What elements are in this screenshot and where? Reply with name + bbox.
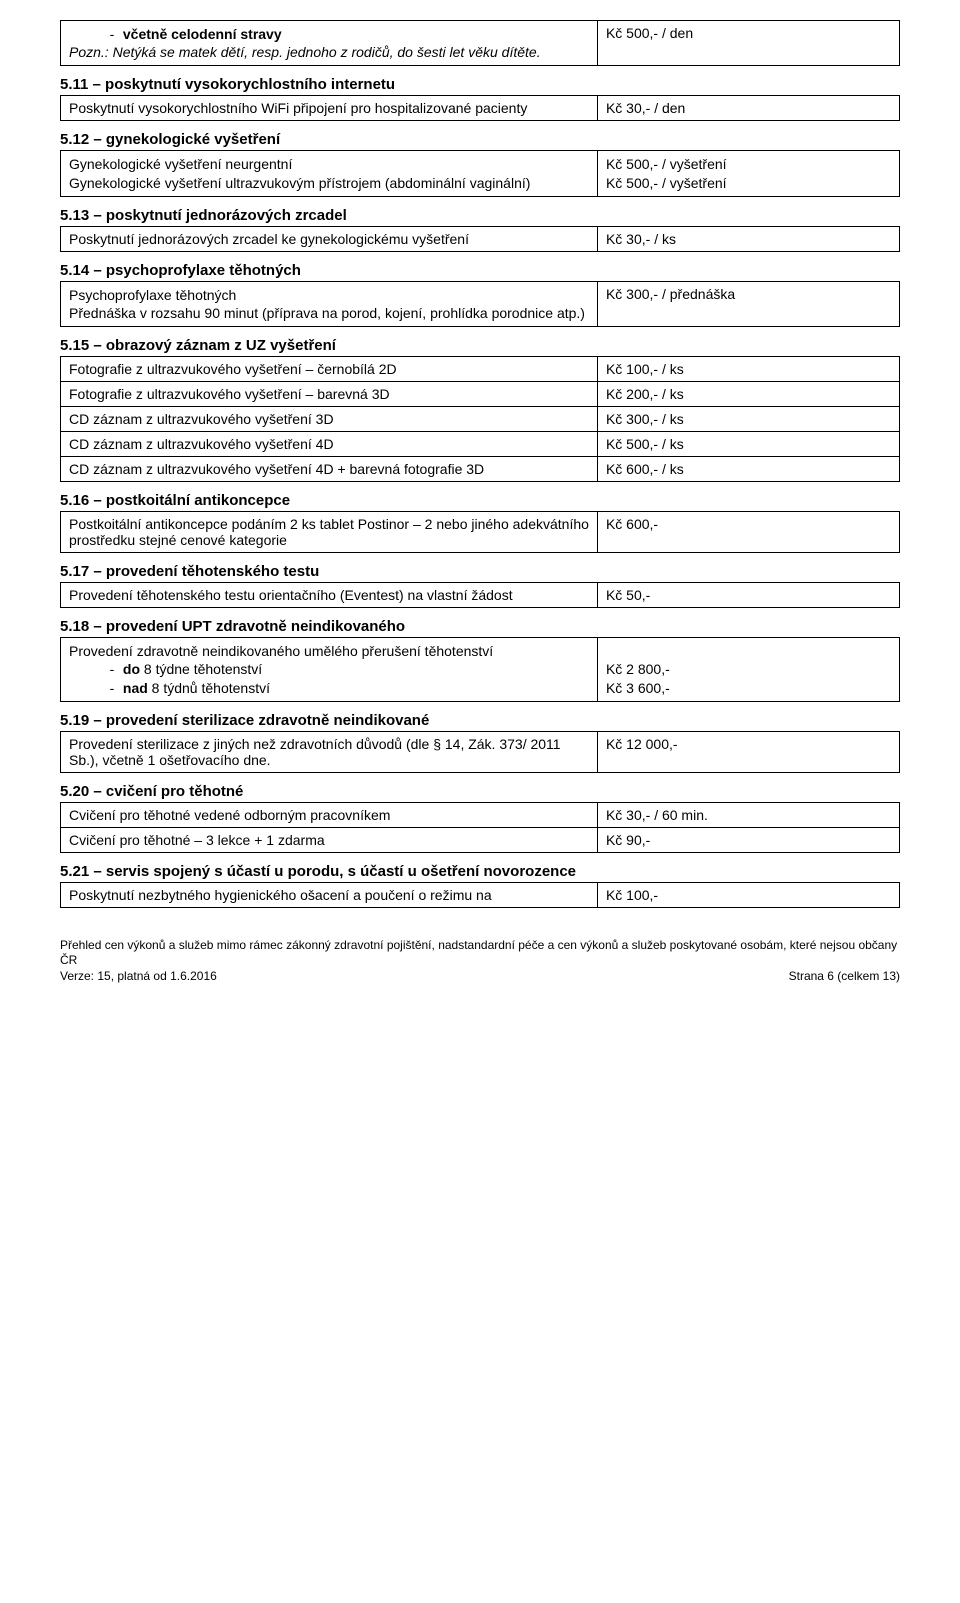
cell-519-right: Kč 12 000,- [597,731,899,772]
cell-512-right-l1: Kč 500,- / vyšetření [606,155,891,173]
cell-518-r3: Kč 3 600,- [606,679,891,697]
dash: - [105,25,119,43]
cell-515-0-r: Kč 100,- / ks [597,357,899,382]
section-top-right: Kč 500,- / den [597,21,899,66]
cell-512-right: Kč 500,- / vyšetření Kč 500,- / vyšetřen… [597,151,899,196]
table-517: Provedení těhotenského testu orientačníh… [60,582,900,608]
cell-518-l3-bold: nad [123,680,148,696]
top-note: Pozn.: Netýká se matek dětí, resp. jedno… [69,43,589,61]
cell-513-left: Poskytnutí jednorázových zrcadel ke gyne… [61,226,598,251]
cell-516-right: Kč 600,- [597,512,899,553]
table-512: Gynekologické vyšetření neurgentní Gynek… [60,150,900,196]
cell-515-1-r: Kč 200,- / ks [597,382,899,407]
heading-515: 5.15 – obrazový záznam z UZ vyšetření [60,337,900,354]
footer-version: Verze: 15, platná od 1.6.2016 [60,969,217,985]
cell-511-left: Poskytnutí vysokorychlostního WiFi připo… [61,96,598,121]
cell-512-left-l2: Gynekologické vyšetření ultrazvukovým př… [69,174,589,192]
table-519: Provedení sterilizace z jiných než zdrav… [60,731,900,773]
cell-515-4-r: Kč 600,- / ks [597,457,899,482]
cell-521-right: Kč 100,- [597,882,899,907]
heading-517: 5.17 – provedení těhotenského testu [60,563,900,580]
cell-518-r2: Kč 2 800,- [606,660,891,678]
cell-521-left: Poskytnutí nezbytného hygienického ošace… [61,882,598,907]
cell-512-right-l2: Kč 500,- / vyšetření [606,174,891,192]
cell-515-3-l: CD záznam z ultrazvukového vyšetření 4D [61,432,598,457]
cell-518-l2-rest: 8 týdne těhotenství [140,661,262,677]
cell-518-l2-bold: do [123,661,140,677]
section-top-table: - včetně celodenní stravy Pozn.: Netýká … [60,20,900,66]
heading-511: 5.11 – poskytnutí vysokorychlostního int… [60,76,900,93]
cell-520-0-l: Cvičení pro těhotné vedené odborným prac… [61,802,598,827]
cell-513-right: Kč 30,- / ks [597,226,899,251]
cell-514-left-l2: Přednáška v rozsahu 90 minut (příprava n… [69,304,589,322]
table-520: Cvičení pro těhotné vedené odborným prac… [60,802,900,853]
cell-515-2-l: CD záznam z ultrazvukového vyšetření 3D [61,407,598,432]
footer-line1: Přehled cen výkonů a služeb mimo rámec z… [60,938,900,969]
cell-518-right: Kč 2 800,- Kč 3 600,- [597,638,899,702]
dash: - [105,679,119,697]
cell-520-1-r: Kč 90,- [597,827,899,852]
heading-520: 5.20 – cvičení pro těhotné [60,783,900,800]
cell-518-l3-rest: 8 týdnů těhotenství [148,680,270,696]
heading-521: 5.21 – servis spojený s účastí u porodu,… [60,863,900,880]
cell-516-left: Postkoitální antikoncepce podáním 2 ks t… [61,512,598,553]
heading-516: 5.16 – postkoitální antikoncepce [60,492,900,509]
cell-514-left: Psychoprofylaxe těhotných Přednáška v ro… [61,281,598,326]
cell-511-right: Kč 30,- / den [597,96,899,121]
heading-518: 5.18 – provedení UPT zdravotně neindikov… [60,618,900,635]
section-top-left: - včetně celodenní stravy Pozn.: Netýká … [61,21,598,66]
heading-513: 5.13 – poskytnutí jednorázových zrcadel [60,207,900,224]
cell-520-1-l: Cvičení pro těhotné – 3 lekce + 1 zdarma [61,827,598,852]
cell-519-left: Provedení sterilizace z jiných než zdrav… [61,731,598,772]
cell-518-l1: Provedení zdravotně neindikovaného umělé… [69,642,589,660]
cell-520-0-r: Kč 30,- / 60 min. [597,802,899,827]
cell-512-left: Gynekologické vyšetření neurgentní Gynek… [61,151,598,196]
cell-517-right: Kč 50,- [597,583,899,608]
cell-515-3-r: Kč 500,- / ks [597,432,899,457]
cell-517-left: Provedení těhotenského testu orientačníh… [61,583,598,608]
heading-514: 5.14 – psychoprofylaxe těhotných [60,262,900,279]
cell-514-right: Kč 300,- / přednáška [597,281,899,326]
top-item-bold: včetně celodenní stravy [123,26,282,42]
table-516: Postkoitální antikoncepce podáním 2 ks t… [60,511,900,553]
cell-515-0-l: Fotografie z ultrazvukového vyšetření – … [61,357,598,382]
table-521: Poskytnutí nezbytného hygienického ošace… [60,882,900,908]
table-515: Fotografie z ultrazvukového vyšetření – … [60,356,900,482]
table-518: Provedení zdravotně neindikovaného umělé… [60,637,900,702]
dash: - [105,660,119,678]
table-511: Poskytnutí vysokorychlostního WiFi připo… [60,95,900,121]
cell-515-2-r: Kč 300,- / ks [597,407,899,432]
footer: Přehled cen výkonů a služeb mimo rámec z… [60,938,900,985]
heading-512: 5.12 – gynekologické vyšetření [60,131,900,148]
table-513: Poskytnutí jednorázových zrcadel ke gyne… [60,226,900,252]
table-514: Psychoprofylaxe těhotných Přednáška v ro… [60,281,900,327]
heading-519: 5.19 – provedení sterilizace zdravotně n… [60,712,900,729]
cell-515-1-l: Fotografie z ultrazvukového vyšetření – … [61,382,598,407]
cell-514-left-l1: Psychoprofylaxe těhotných [69,286,589,304]
cell-518-left: Provedení zdravotně neindikovaného umělé… [61,638,598,702]
cell-512-left-l1: Gynekologické vyšetření neurgentní [69,155,589,173]
footer-page: Strana 6 (celkem 13) [789,969,900,985]
cell-515-4-l: CD záznam z ultrazvukového vyšetření 4D … [61,457,598,482]
